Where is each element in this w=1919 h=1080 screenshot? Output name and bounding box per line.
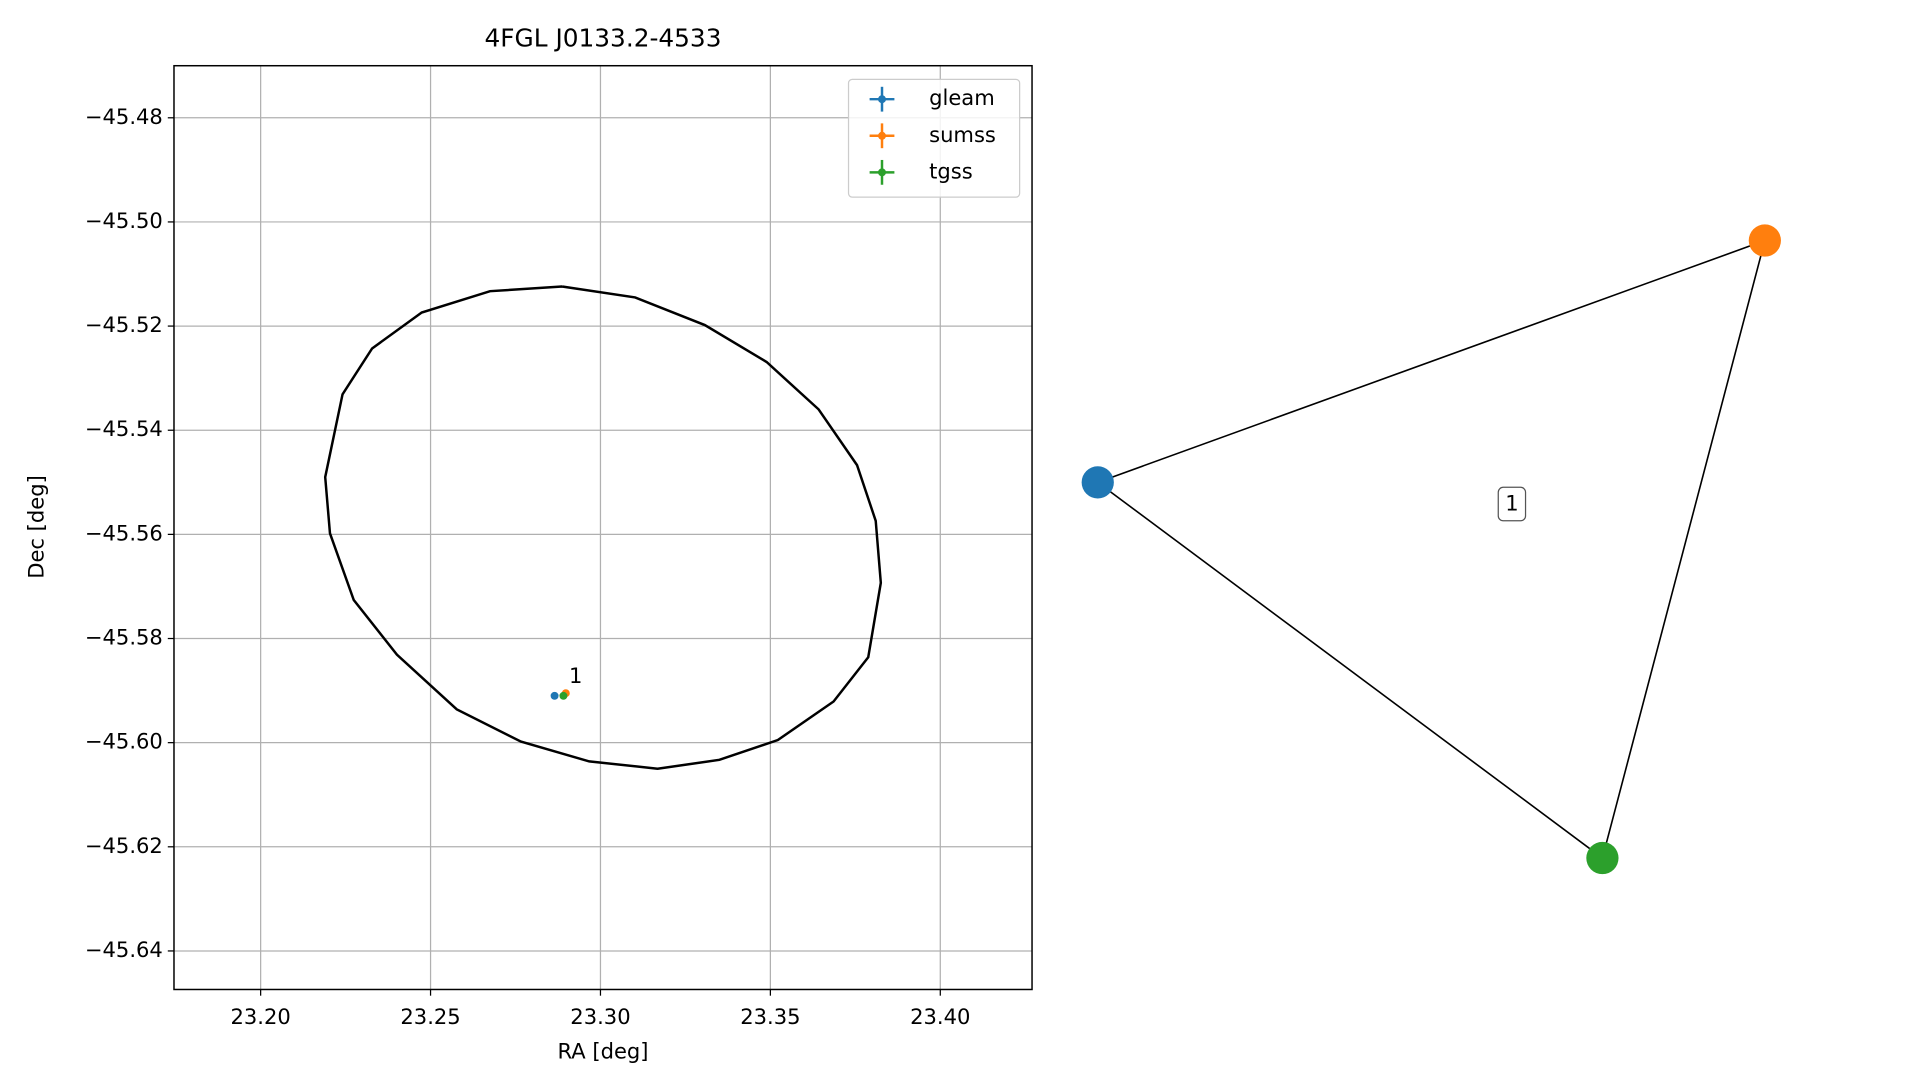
y-axis-label: Dec [deg] xyxy=(24,475,49,579)
graph-node xyxy=(1586,841,1619,875)
legend-box xyxy=(847,78,1021,198)
y-tick-label: −45.62 xyxy=(85,833,163,858)
graph-node xyxy=(1748,224,1781,257)
x-tick-label: 23.30 xyxy=(570,1004,630,1029)
legend-swatch xyxy=(878,168,886,177)
point xyxy=(550,691,559,700)
y-tick-label: −45.64 xyxy=(85,937,163,962)
graph-edge xyxy=(1097,239,1766,484)
y-tick-label: −45.54 xyxy=(85,416,163,441)
network-graph: 1 xyxy=(1081,224,1781,875)
legend-label: sumss xyxy=(929,122,996,147)
graph-edge xyxy=(1601,240,1766,859)
plot-frame xyxy=(173,64,1033,991)
legend-swatch xyxy=(878,131,886,140)
x-tick-label: 23.20 xyxy=(230,1004,290,1029)
error-ellipse xyxy=(323,285,883,770)
graph-node xyxy=(1081,466,1114,499)
y-tick-label: −45.60 xyxy=(85,729,163,754)
legend-label: tgss xyxy=(929,158,973,183)
y-tick-label: −45.50 xyxy=(85,208,163,233)
y-tick-label: −45.52 xyxy=(85,312,163,337)
legend-swatch xyxy=(878,95,886,104)
x-tick-label: 23.25 xyxy=(400,1004,460,1029)
y-tick-label: −45.48 xyxy=(85,104,163,129)
y-tick-label: −45.58 xyxy=(85,625,163,650)
x-axis-label: RA [deg] xyxy=(557,1039,648,1064)
y-tick-label: −45.56 xyxy=(85,520,163,545)
graph-edge xyxy=(1097,481,1603,859)
edge-label: 1 xyxy=(1505,491,1518,516)
x-tick-label: 23.40 xyxy=(910,1004,970,1029)
chart-title: 4FGL J0133.2-4533 xyxy=(485,24,722,53)
point xyxy=(559,691,568,700)
x-tick-label: 23.35 xyxy=(740,1004,800,1029)
legend-label: gleam xyxy=(929,85,995,110)
annotation: 1 xyxy=(569,663,582,688)
edge-label-box xyxy=(1497,486,1527,522)
